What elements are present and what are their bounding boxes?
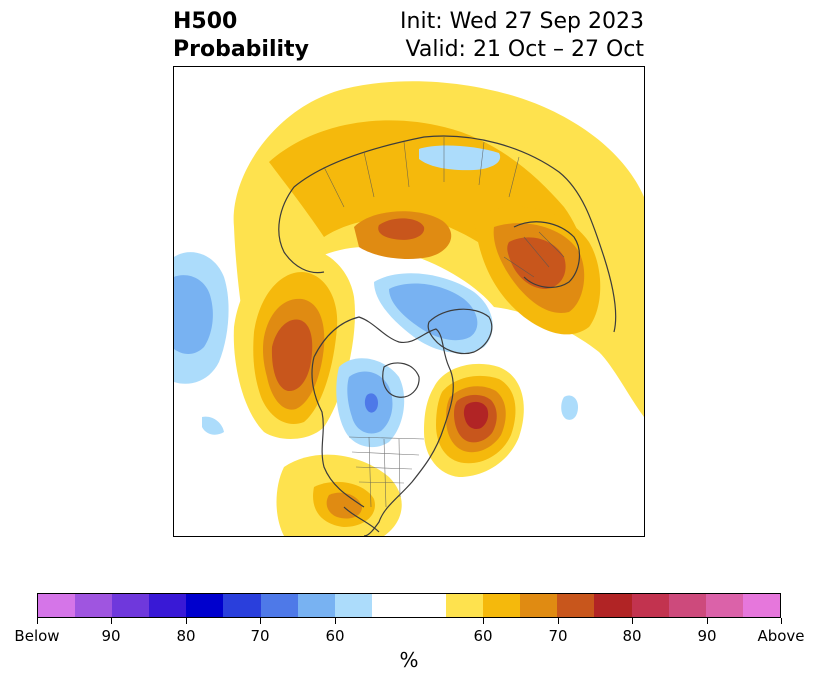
cool-west-canada-core <box>364 393 378 413</box>
north-america-coast <box>311 316 454 536</box>
colorbar-segment <box>38 594 76 617</box>
colorbar-tick-label: 90 <box>697 627 717 645</box>
colorbar-segment <box>668 594 706 617</box>
variable-title: H500 <box>173 9 238 34</box>
colorbar-segment <box>149 594 187 617</box>
colorbar-segment <box>334 594 372 617</box>
colorbar-segment <box>446 594 484 617</box>
colorbar-tick <box>37 618 38 624</box>
colorbar-segment <box>594 594 632 617</box>
hudson-bay <box>382 362 420 398</box>
colorbar-tick <box>558 618 559 624</box>
colorbar-tick <box>335 618 336 624</box>
colorbar-segment <box>742 594 780 617</box>
colorbar-tick-label: 90 <box>101 627 121 645</box>
colorbar-tick-label: 80 <box>622 627 642 645</box>
colorbar-segment <box>557 594 595 617</box>
colorbar-tick-label: 60 <box>473 627 493 645</box>
colorbar-segment <box>186 594 224 617</box>
greenland-coast <box>427 308 493 355</box>
probability-map <box>173 66 645 537</box>
coastlines <box>278 135 617 536</box>
colorbar-tick-label: Below <box>14 627 60 645</box>
colorbar-segment <box>260 594 298 617</box>
colorbar <box>37 593 781 618</box>
colorbar-tick-label: 60 <box>325 627 345 645</box>
europe-coast <box>513 221 581 289</box>
colorbar-tick-label: Above <box>757 627 805 645</box>
init-date: Init: Wed 27 Sep 2023 <box>400 9 644 34</box>
colorbar-tick <box>781 618 782 624</box>
warm-east-canada-core <box>463 401 489 429</box>
map-canvas <box>174 81 644 536</box>
colorbar-tick-label: 80 <box>176 627 196 645</box>
colorbar-tick <box>111 618 112 624</box>
colorbar-unit: % <box>399 648 419 672</box>
warm-pacific-core <box>271 319 313 392</box>
colorbar-segment <box>371 594 447 617</box>
above-normal-shading <box>233 81 644 536</box>
colorbar-tick <box>483 618 484 624</box>
valid-range: Valid: 21 Oct – 27 Oct <box>405 37 644 62</box>
colorbar-segment <box>223 594 261 617</box>
colorbar-segment <box>112 594 150 617</box>
title-right: Init: Wed 27 Sep 2023 Valid: 21 Oct – 27… <box>400 8 644 64</box>
colorbar-segment <box>631 594 669 617</box>
colorbar-tick-label: 70 <box>548 627 568 645</box>
borders <box>323 137 565 508</box>
warm-arctic-inner <box>378 218 425 240</box>
colorbar-segment <box>483 594 521 617</box>
central-america-coast <box>343 506 380 533</box>
cool-far-north <box>419 145 501 171</box>
colorbar-tick <box>186 618 187 624</box>
colorbar-tick <box>260 618 261 624</box>
cool-aleutian <box>202 416 224 435</box>
eurasia-coast <box>278 135 617 333</box>
variable-subtitle: Probability <box>173 37 309 62</box>
below-normal-shading <box>174 145 578 448</box>
colorbar-segment <box>705 594 743 617</box>
cool-arctic-mid <box>389 283 478 341</box>
colorbar-segment <box>75 594 113 617</box>
colorbar-segment <box>520 594 558 617</box>
warm-eurasia-core <box>507 237 566 289</box>
colorbar-tick <box>632 618 633 624</box>
colorbar-tick <box>707 618 708 624</box>
title-left: H500 Probability <box>173 8 309 64</box>
cool-west-pacific-mid <box>174 275 213 354</box>
colorbar-tick-label: 70 <box>250 627 270 645</box>
colorbar-segment <box>297 594 335 617</box>
cool-atlantic <box>561 395 578 420</box>
